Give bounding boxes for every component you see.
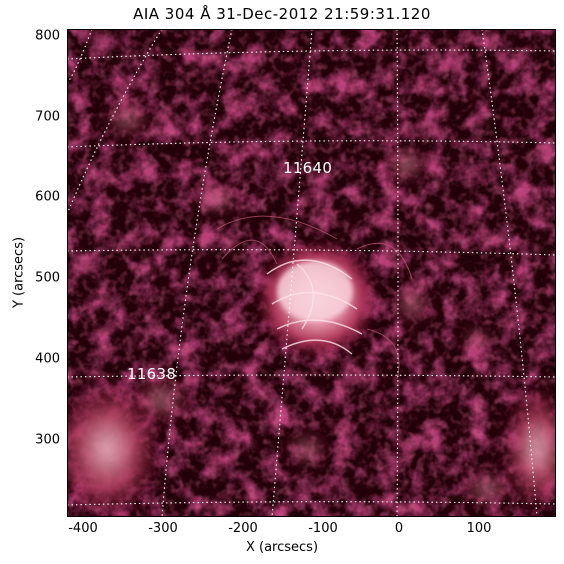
- y-tick-label: 800: [35, 28, 60, 44]
- image-title: AIA 304 Å 31-Dec-2012 21:59:31.120: [133, 5, 431, 23]
- y-tick-label: 500: [35, 270, 60, 286]
- x-tick-label: -100: [308, 521, 338, 536]
- active-region-label-11640: 11640: [283, 159, 333, 177]
- heliographic-grid: [67, 29, 556, 517]
- plot-frame: [67, 29, 556, 517]
- x-tick-label: -400: [68, 521, 98, 536]
- y-tick-label: 300: [35, 432, 60, 448]
- active-region-label-11638: 11638: [127, 365, 177, 383]
- x-tick-label: 0: [394, 521, 404, 536]
- x-tick-label: 100: [466, 521, 492, 536]
- plage-regions: [67, 99, 556, 517]
- y-tick-label: 700: [35, 109, 60, 125]
- x-tick-label: -300: [148, 521, 178, 536]
- x-axis-label: X (arcsecs): [245, 540, 319, 555]
- x-tick-label: -200: [228, 521, 258, 536]
- y-axis-label: Y (arcsecs): [11, 236, 27, 309]
- y-tick-label: 600: [35, 189, 60, 205]
- solar-image-panel[interactable]: 11640 11638: [67, 29, 556, 517]
- y-tick-label: 400: [35, 351, 60, 367]
- solar-disk-image: [67, 29, 556, 517]
